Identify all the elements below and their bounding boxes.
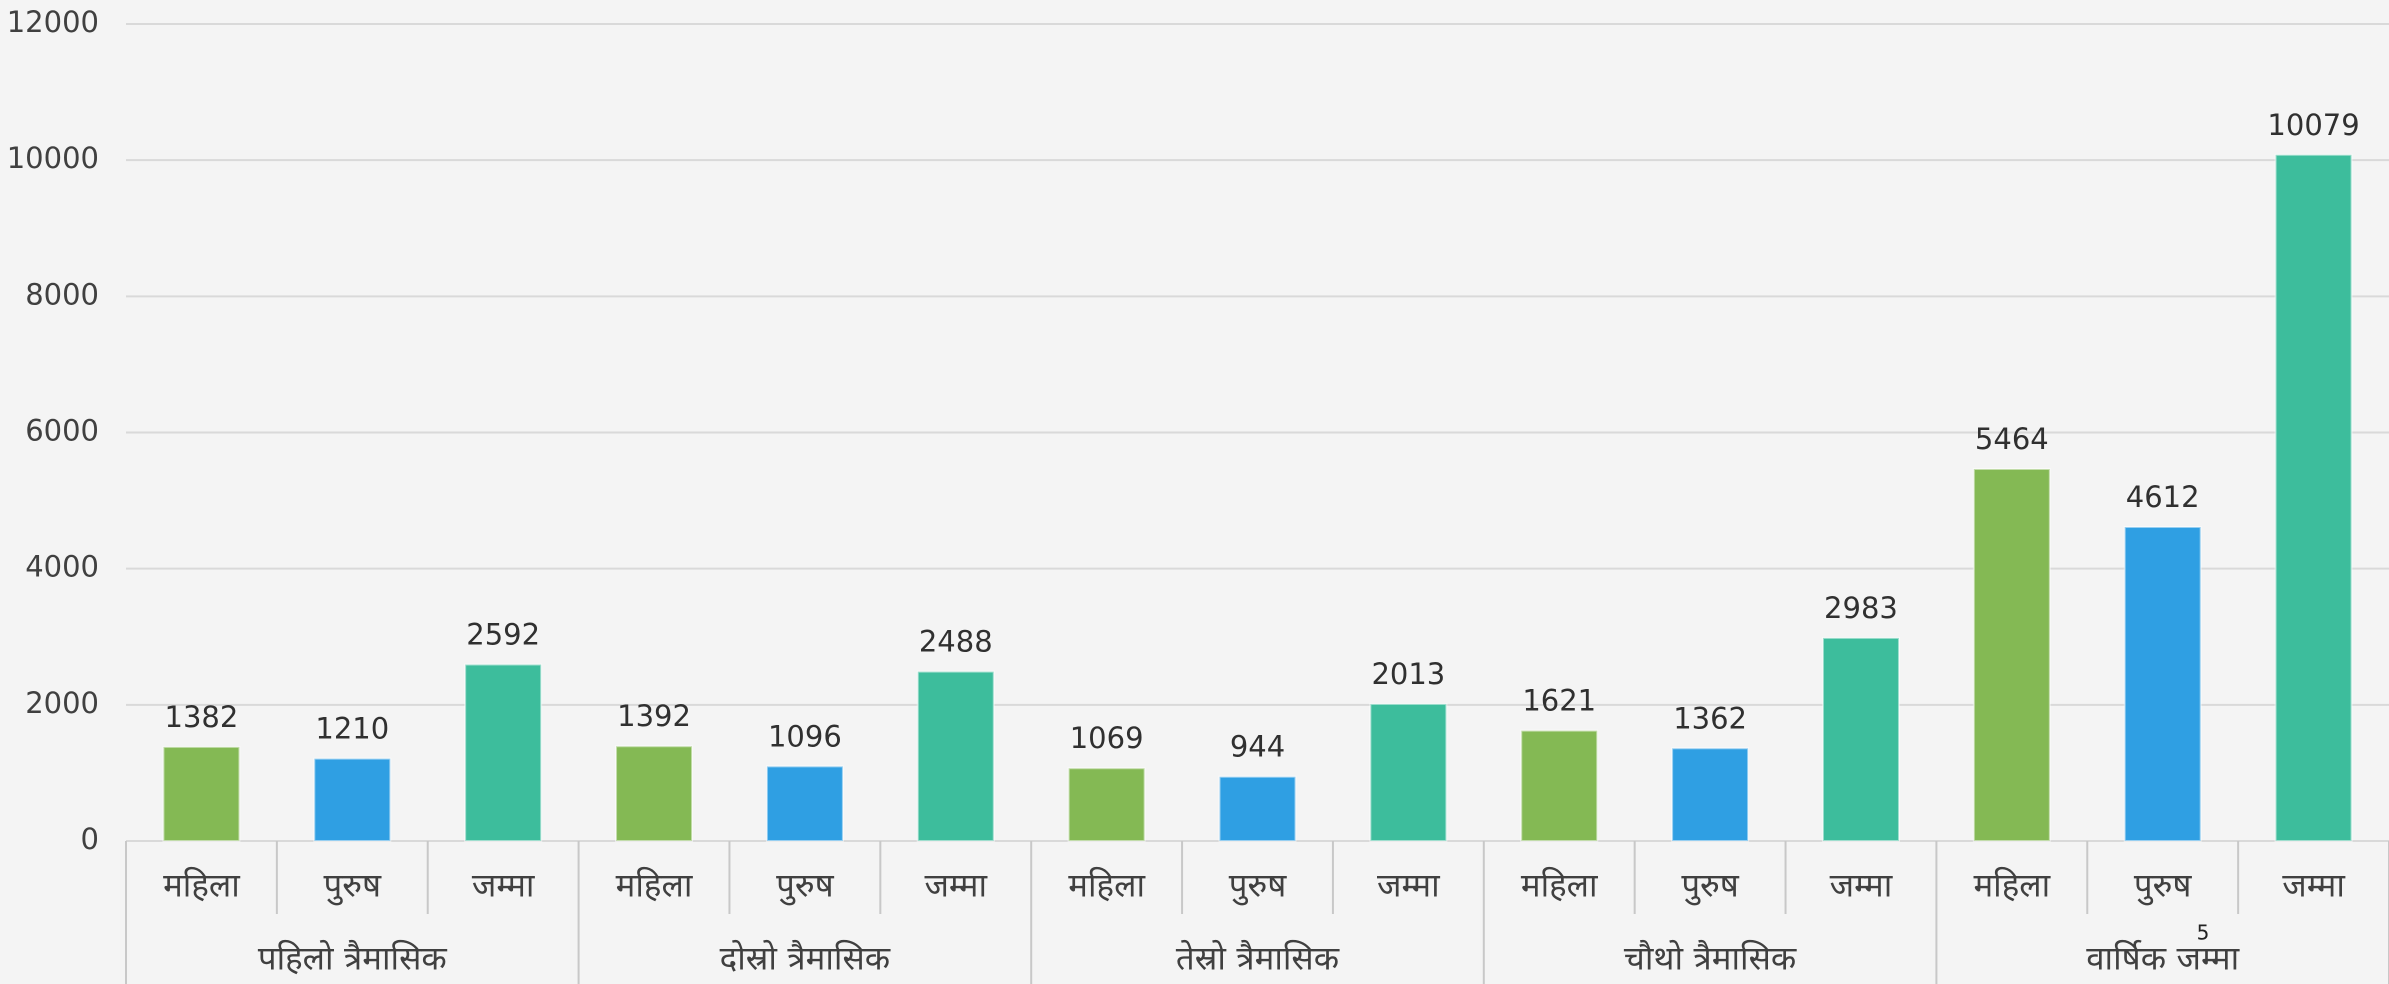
group-label: पहिलो त्रैमासिक	[258, 939, 448, 978]
y-tick-label: 0	[81, 822, 99, 856]
value-label: 2983	[1824, 591, 1898, 625]
x-tick-label: जम्मा	[1830, 866, 1894, 905]
bar	[464, 663, 543, 843]
value-label: 5464	[1975, 422, 2049, 456]
y-tick-label: 4000	[25, 550, 99, 584]
bar	[313, 757, 392, 842]
x-tick-label: जम्मा	[472, 866, 536, 905]
value-label: 1096	[768, 719, 842, 753]
bar	[1671, 747, 1750, 843]
value-label: 1069	[1070, 721, 1144, 755]
bar	[1972, 467, 2051, 842]
value-label: 4612	[2126, 480, 2200, 514]
value-label: 1382	[165, 700, 239, 734]
bar	[916, 670, 995, 842]
x-tick-label: पुरुष	[1229, 866, 1287, 906]
value-label: 2013	[1371, 657, 1445, 691]
group-label: वार्षिक जम्मा	[2086, 939, 2240, 978]
value-label: 1621	[1522, 684, 1596, 718]
x-tick-label: जम्मा	[1377, 866, 1441, 905]
value-label: 1210	[315, 712, 389, 746]
x-tick-label: पुरुष	[2134, 866, 2192, 906]
x-tick-label: पुरुष	[324, 866, 382, 906]
x-tick-label: जम्मा	[924, 866, 988, 905]
bar	[1067, 767, 1146, 843]
bar	[1821, 636, 1900, 842]
x-tick-label: महिला	[1973, 866, 2051, 905]
bar	[765, 765, 844, 843]
slide-number: 5	[2197, 921, 2210, 945]
bar	[1520, 729, 1599, 842]
y-tick-label: 2000	[25, 686, 99, 720]
y-tick-label: 10000	[7, 141, 99, 175]
bar	[1369, 702, 1448, 842]
y-tick-label: 8000	[25, 277, 99, 311]
bar	[1218, 775, 1297, 842]
bar	[2274, 153, 2353, 842]
plot: 0 2000 4000 6000 8000 10000 12000 महिला 1382 पुरु…	[7, 5, 2389, 984]
value-label: 1362	[1673, 701, 1747, 735]
group-label: तेस्रो त्रैमासिक	[1176, 939, 1340, 978]
value-label: 944	[1230, 730, 1285, 764]
value-label: 1392	[617, 699, 691, 733]
x-tick-label: जम्मा	[2282, 866, 2346, 905]
bar	[615, 745, 694, 843]
value-label: 2488	[919, 625, 993, 659]
x-tick-label: पुरुष	[776, 866, 834, 906]
value-label: 10079	[2267, 108, 2359, 142]
x-tick-label: महिला	[1068, 866, 1146, 905]
x-tick-label: महिला	[163, 866, 241, 905]
x-tick-label: महिला	[1521, 866, 1599, 905]
bar	[162, 745, 241, 842]
y-tick-label: 12000	[7, 5, 99, 39]
bar	[2123, 525, 2202, 843]
group-label: चौथो त्रैमासिक	[1624, 939, 1797, 978]
x-tick-label: महिला	[616, 866, 694, 905]
value-label: 2592	[466, 618, 540, 652]
x-tick-label: पुरुष	[1681, 866, 1739, 906]
group-label: दोस्रो त्रैमासिक	[720, 939, 891, 978]
y-tick-label: 6000	[25, 414, 99, 448]
